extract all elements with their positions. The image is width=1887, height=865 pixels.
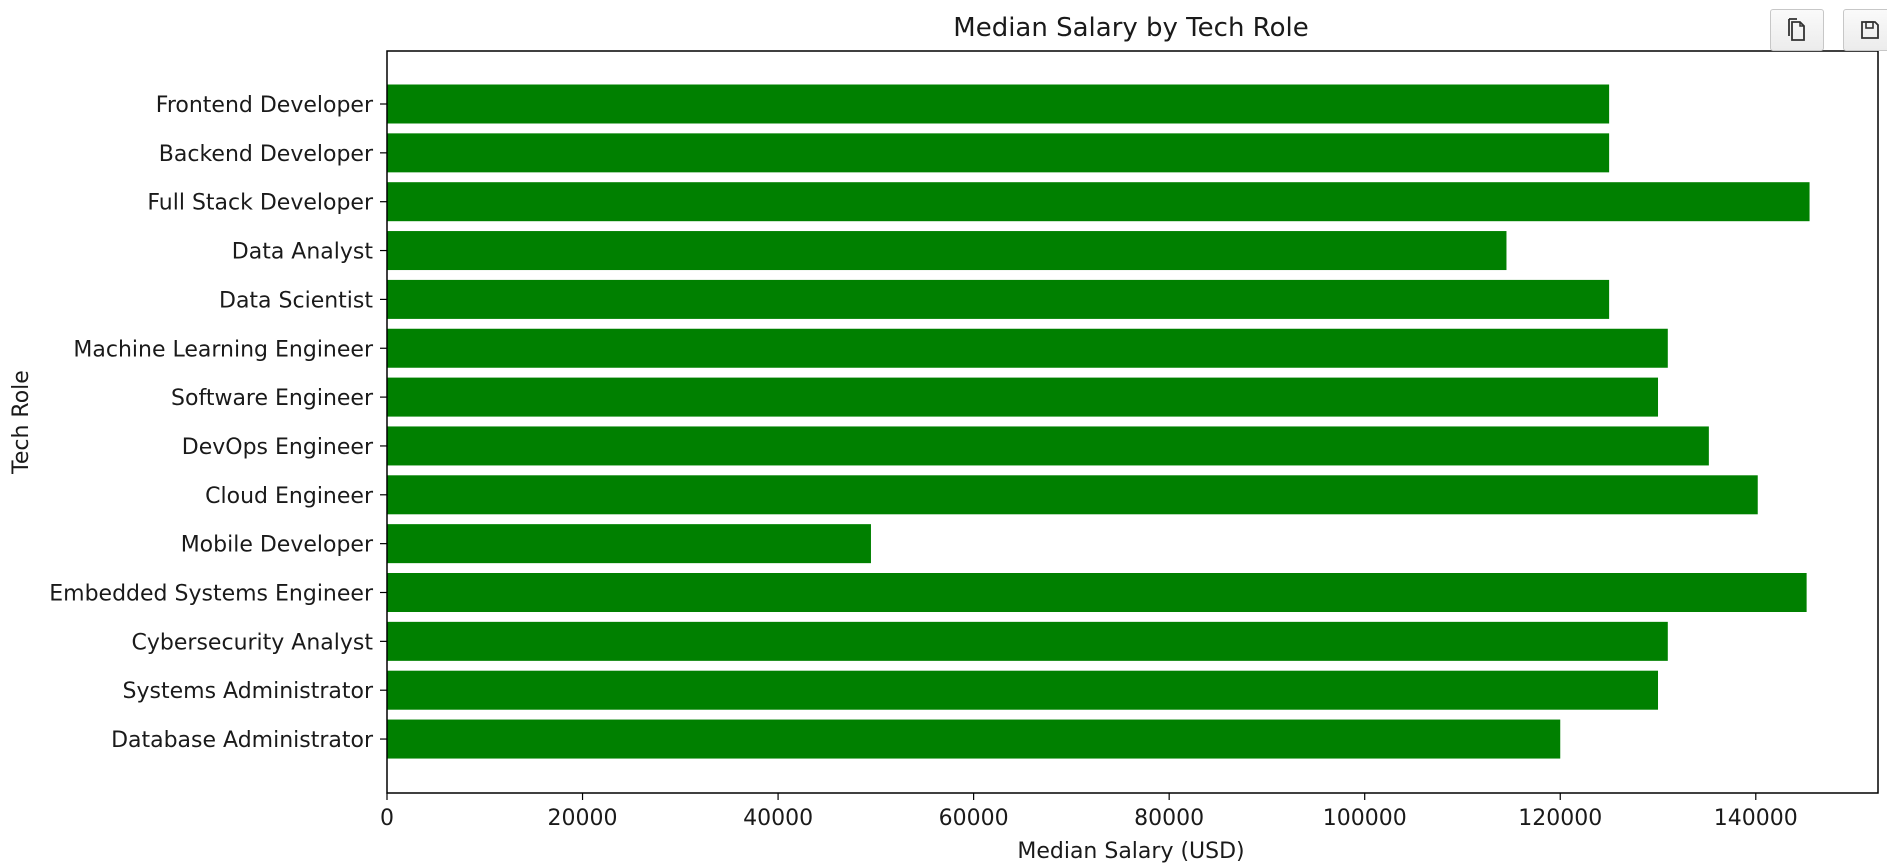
x-axis: 0 20000 40000 60000 80000 100000 120000 140000 (380, 793, 1798, 831)
y-tick-label-2: Full Stack Developer (147, 191, 374, 216)
bar-11 (387, 621, 1668, 661)
x-tick-label-4: 80000 (1134, 806, 1204, 831)
bar-10 (387, 573, 1807, 612)
y-tick-label-12: Systems Administrator (123, 679, 374, 704)
bar-9 (387, 524, 871, 564)
y-tick-label-5: Machine Learning Engineer (73, 337, 374, 362)
bar-0 (387, 84, 1610, 124)
y-tick-label-9: Mobile Developer (181, 533, 374, 558)
y-tick-label-13: Database Administrator (111, 728, 374, 753)
bar-5 (387, 328, 1668, 368)
bar-6 (387, 377, 1659, 417)
y-tick-label-8: Cloud Engineer (205, 484, 374, 509)
save-button[interactable] (1843, 9, 1887, 51)
y-tick-label-10: Embedded Systems Engineer (49, 582, 374, 607)
bar-2 (387, 182, 1810, 222)
x-tick-label-0: 0 (380, 806, 394, 831)
bars-layer (387, 84, 1810, 759)
plot-frame (386, 50, 1879, 794)
y-tick-label-7: DevOps Engineer (182, 435, 374, 460)
x-tick-label-1: 20000 (548, 806, 618, 831)
y-tick-label-0: Frontend Developer (156, 93, 374, 118)
x-tick-label-3: 60000 (939, 806, 1009, 831)
save-icon (1859, 19, 1881, 41)
bar-4 (387, 279, 1610, 319)
x-tick-label-5: 100000 (1323, 806, 1407, 831)
bar-13 (387, 719, 1561, 759)
chart-title: Median Salary by Tech Role (953, 13, 1308, 43)
y-tick-label-6: Software Engineer (171, 386, 374, 411)
copy-button[interactable] (1770, 9, 1824, 51)
bar-3 (387, 231, 1507, 271)
bar-1 (387, 133, 1610, 173)
bar-8 (387, 475, 1758, 515)
y-tick-label-1: Backend Developer (159, 142, 374, 167)
y-axis: Frontend Developer Backend Developer Full … (49, 93, 387, 753)
x-tick-label-2: 40000 (743, 806, 813, 831)
copy-icon (1786, 17, 1808, 43)
y-tick-label-11: Cybersecurity Analyst (132, 630, 374, 655)
bar-7 (387, 426, 1709, 466)
y-tick-label-3: Data Analyst (232, 240, 374, 265)
x-axis-label: Median Salary (USD) (1017, 839, 1244, 864)
x-tick-label-7: 140000 (1714, 806, 1798, 831)
x-tick-label-6: 120000 (1518, 806, 1602, 831)
y-tick-label-4: Data Scientist (219, 288, 373, 313)
bar-12 (387, 670, 1659, 710)
y-axis-label: Tech Role (9, 370, 34, 475)
